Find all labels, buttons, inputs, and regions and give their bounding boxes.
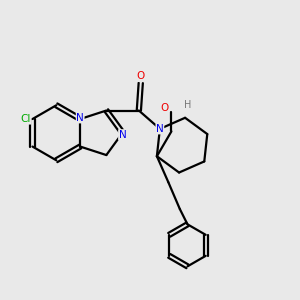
Text: Cl: Cl [20, 114, 31, 124]
Text: O: O [136, 71, 145, 82]
Text: N: N [76, 113, 84, 123]
Text: N: N [119, 130, 126, 140]
Text: H: H [184, 100, 191, 110]
Text: N: N [156, 124, 164, 134]
Text: O: O [160, 103, 169, 113]
